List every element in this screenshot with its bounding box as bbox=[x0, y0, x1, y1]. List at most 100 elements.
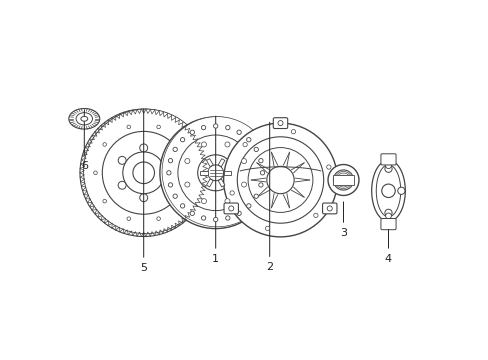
Circle shape bbox=[160, 117, 271, 229]
Circle shape bbox=[162, 117, 272, 227]
Circle shape bbox=[207, 165, 223, 181]
Ellipse shape bbox=[69, 109, 100, 129]
Circle shape bbox=[229, 191, 234, 195]
Circle shape bbox=[277, 121, 283, 126]
Circle shape bbox=[80, 109, 207, 237]
Circle shape bbox=[173, 194, 177, 198]
Circle shape bbox=[384, 165, 391, 172]
Circle shape bbox=[178, 135, 253, 211]
Circle shape bbox=[228, 206, 233, 211]
Circle shape bbox=[168, 183, 172, 187]
Circle shape bbox=[184, 158, 189, 163]
Circle shape bbox=[384, 209, 391, 216]
Circle shape bbox=[258, 183, 263, 187]
Circle shape bbox=[184, 182, 189, 187]
Circle shape bbox=[237, 211, 241, 216]
Circle shape bbox=[225, 216, 229, 220]
Circle shape bbox=[190, 211, 194, 216]
Circle shape bbox=[381, 184, 394, 198]
Text: 4: 4 bbox=[384, 230, 391, 264]
Circle shape bbox=[102, 131, 185, 214]
Text: 2: 2 bbox=[265, 122, 273, 272]
Circle shape bbox=[157, 217, 160, 220]
Circle shape bbox=[385, 213, 390, 219]
Circle shape bbox=[181, 143, 184, 146]
Circle shape bbox=[327, 165, 358, 195]
Circle shape bbox=[168, 158, 172, 163]
Circle shape bbox=[157, 125, 160, 129]
Circle shape bbox=[243, 143, 247, 147]
Circle shape bbox=[180, 138, 184, 142]
Circle shape bbox=[127, 217, 130, 220]
Ellipse shape bbox=[81, 116, 87, 121]
Circle shape bbox=[180, 204, 184, 208]
Circle shape bbox=[173, 147, 177, 152]
Circle shape bbox=[237, 130, 241, 134]
FancyBboxPatch shape bbox=[322, 203, 336, 214]
Bar bbox=[206, 179, 213, 187]
Circle shape bbox=[213, 124, 218, 128]
FancyBboxPatch shape bbox=[380, 219, 395, 230]
Circle shape bbox=[102, 199, 106, 203]
FancyBboxPatch shape bbox=[380, 154, 395, 165]
Circle shape bbox=[246, 138, 250, 142]
Circle shape bbox=[127, 125, 130, 129]
Circle shape bbox=[161, 181, 169, 189]
Bar bbox=[200, 171, 207, 175]
Ellipse shape bbox=[76, 113, 92, 125]
Circle shape bbox=[291, 130, 295, 134]
Circle shape bbox=[201, 199, 206, 204]
Bar bbox=[218, 179, 224, 187]
Bar bbox=[218, 159, 224, 167]
Circle shape bbox=[201, 125, 205, 130]
Circle shape bbox=[326, 165, 330, 169]
Circle shape bbox=[161, 156, 169, 164]
Circle shape bbox=[260, 171, 264, 175]
FancyBboxPatch shape bbox=[224, 203, 238, 214]
Circle shape bbox=[338, 175, 347, 185]
Circle shape bbox=[397, 187, 404, 194]
Circle shape bbox=[241, 182, 246, 187]
Circle shape bbox=[118, 181, 126, 189]
Circle shape bbox=[122, 152, 164, 194]
Circle shape bbox=[254, 147, 258, 152]
Circle shape bbox=[166, 171, 171, 175]
Circle shape bbox=[333, 170, 353, 190]
Circle shape bbox=[140, 194, 147, 202]
Circle shape bbox=[313, 213, 317, 217]
Text: 1: 1 bbox=[212, 116, 219, 264]
Circle shape bbox=[197, 155, 233, 191]
Bar bbox=[224, 171, 230, 175]
Circle shape bbox=[213, 217, 218, 222]
Circle shape bbox=[133, 162, 154, 184]
Text: 3: 3 bbox=[339, 202, 346, 238]
Circle shape bbox=[201, 216, 205, 220]
Circle shape bbox=[225, 125, 229, 130]
Circle shape bbox=[190, 171, 193, 175]
Text: 5: 5 bbox=[140, 109, 147, 273]
Circle shape bbox=[224, 199, 229, 204]
Circle shape bbox=[246, 204, 250, 208]
Bar bbox=[206, 159, 213, 167]
Circle shape bbox=[140, 144, 147, 152]
Circle shape bbox=[118, 156, 126, 164]
Circle shape bbox=[247, 148, 312, 212]
FancyBboxPatch shape bbox=[273, 118, 287, 129]
Circle shape bbox=[223, 123, 337, 237]
Circle shape bbox=[102, 143, 106, 146]
Circle shape bbox=[254, 194, 258, 198]
Bar bbox=[332, 175, 354, 185]
Circle shape bbox=[258, 158, 263, 163]
Circle shape bbox=[237, 137, 323, 223]
Circle shape bbox=[265, 226, 269, 230]
Circle shape bbox=[83, 109, 208, 234]
Circle shape bbox=[84, 113, 203, 232]
Circle shape bbox=[201, 142, 206, 147]
Circle shape bbox=[94, 171, 97, 175]
Circle shape bbox=[181, 199, 184, 203]
Circle shape bbox=[385, 163, 390, 168]
Text: 6: 6 bbox=[81, 111, 88, 171]
Circle shape bbox=[241, 158, 246, 163]
Circle shape bbox=[266, 166, 294, 194]
Circle shape bbox=[224, 142, 229, 147]
